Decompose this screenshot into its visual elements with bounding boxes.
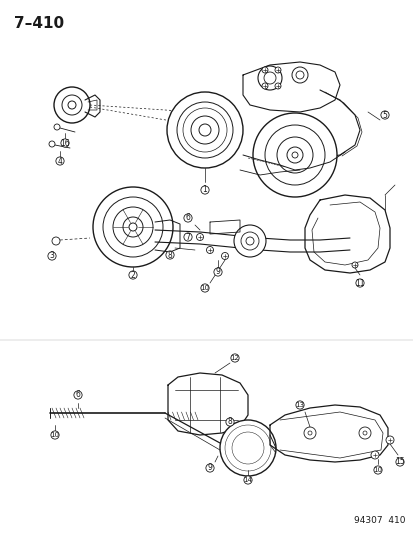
Text: 1: 1: [202, 185, 207, 195]
Circle shape: [200, 284, 209, 292]
Circle shape: [54, 124, 60, 130]
Circle shape: [355, 279, 363, 287]
Text: 4: 4: [57, 157, 62, 166]
Circle shape: [233, 225, 266, 257]
Circle shape: [51, 431, 59, 439]
Circle shape: [206, 246, 213, 254]
Text: 10: 10: [200, 285, 209, 291]
Circle shape: [52, 237, 60, 245]
Circle shape: [219, 420, 275, 476]
Circle shape: [129, 223, 137, 231]
Text: 12: 12: [230, 355, 239, 361]
Text: 15: 15: [394, 457, 404, 466]
Circle shape: [362, 431, 366, 435]
Circle shape: [291, 152, 297, 158]
Circle shape: [205, 464, 214, 472]
Circle shape: [291, 67, 307, 83]
Text: 14: 14: [243, 477, 252, 483]
Circle shape: [351, 262, 357, 268]
Text: 13: 13: [295, 402, 304, 408]
Text: 94307  410: 94307 410: [354, 516, 405, 525]
Circle shape: [385, 436, 393, 444]
Circle shape: [221, 253, 228, 260]
Text: 6: 6: [76, 391, 80, 400]
Circle shape: [235, 436, 259, 460]
Text: 10: 10: [373, 467, 382, 473]
Circle shape: [224, 425, 271, 471]
Circle shape: [261, 83, 267, 89]
Circle shape: [263, 72, 275, 84]
Text: 8: 8: [227, 417, 232, 426]
Circle shape: [295, 71, 303, 79]
Text: 11: 11: [354, 279, 364, 287]
Text: 6: 6: [185, 214, 190, 222]
Circle shape: [113, 207, 153, 247]
Circle shape: [177, 102, 233, 158]
Circle shape: [295, 401, 304, 409]
Circle shape: [54, 87, 90, 123]
Circle shape: [307, 431, 311, 435]
Text: 3: 3: [50, 252, 54, 261]
Circle shape: [196, 233, 203, 240]
Text: 5: 5: [382, 110, 387, 119]
Circle shape: [264, 125, 324, 185]
Circle shape: [93, 187, 173, 267]
Circle shape: [373, 466, 381, 474]
Circle shape: [48, 252, 56, 260]
Circle shape: [243, 476, 252, 484]
Circle shape: [103, 197, 163, 257]
Text: 7–410: 7–410: [14, 16, 64, 31]
Circle shape: [257, 66, 281, 90]
Circle shape: [395, 458, 403, 466]
Circle shape: [228, 428, 267, 468]
Text: 9: 9: [215, 268, 220, 277]
Circle shape: [166, 251, 174, 259]
Circle shape: [274, 83, 280, 89]
Circle shape: [190, 116, 218, 144]
Circle shape: [123, 217, 142, 237]
Circle shape: [261, 67, 267, 73]
Circle shape: [358, 427, 370, 439]
Circle shape: [199, 124, 211, 136]
Circle shape: [380, 111, 388, 119]
Circle shape: [74, 391, 82, 399]
Circle shape: [370, 451, 378, 459]
Circle shape: [49, 141, 55, 147]
Circle shape: [245, 237, 254, 245]
Circle shape: [231, 432, 263, 464]
Circle shape: [240, 232, 259, 250]
Circle shape: [225, 418, 233, 426]
Text: 16: 16: [60, 139, 70, 148]
Circle shape: [200, 186, 209, 194]
Text: 10: 10: [50, 432, 59, 438]
Circle shape: [183, 108, 226, 152]
Circle shape: [286, 147, 302, 163]
Circle shape: [214, 268, 221, 276]
Text: 8: 8: [167, 251, 172, 260]
Circle shape: [68, 101, 76, 109]
Circle shape: [128, 271, 137, 279]
Circle shape: [183, 214, 192, 222]
Circle shape: [276, 137, 312, 173]
Circle shape: [230, 354, 239, 362]
Text: 9: 9: [207, 464, 212, 472]
Circle shape: [61, 139, 69, 147]
Circle shape: [183, 233, 192, 241]
Circle shape: [242, 443, 252, 453]
Circle shape: [56, 157, 64, 165]
Circle shape: [303, 427, 315, 439]
Circle shape: [166, 92, 242, 168]
Circle shape: [62, 95, 82, 115]
Text: 7: 7: [185, 232, 190, 241]
Text: 2: 2: [131, 271, 135, 279]
Circle shape: [252, 113, 336, 197]
Circle shape: [274, 67, 280, 73]
